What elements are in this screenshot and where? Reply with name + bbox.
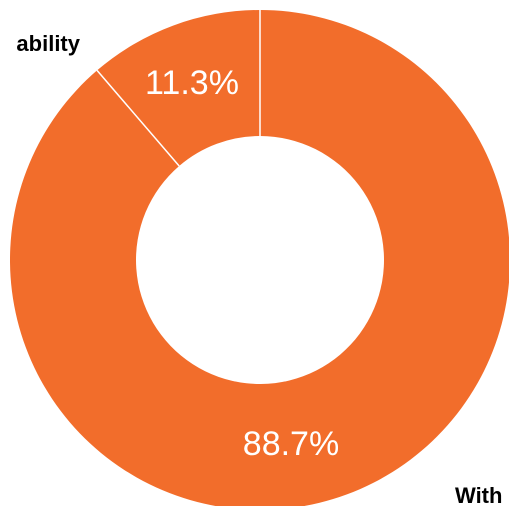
slices-group <box>10 10 509 506</box>
slice-with <box>10 10 509 506</box>
category-label-ability: ability <box>16 31 80 56</box>
category-label-with: With <box>455 483 502 506</box>
slice-separator <box>96 69 180 167</box>
data-label-11-3: 11.3% <box>145 64 239 102</box>
data-label-88-7: 88.7% <box>243 425 339 463</box>
slice-ability <box>97 10 260 166</box>
separators-group <box>96 10 261 167</box>
